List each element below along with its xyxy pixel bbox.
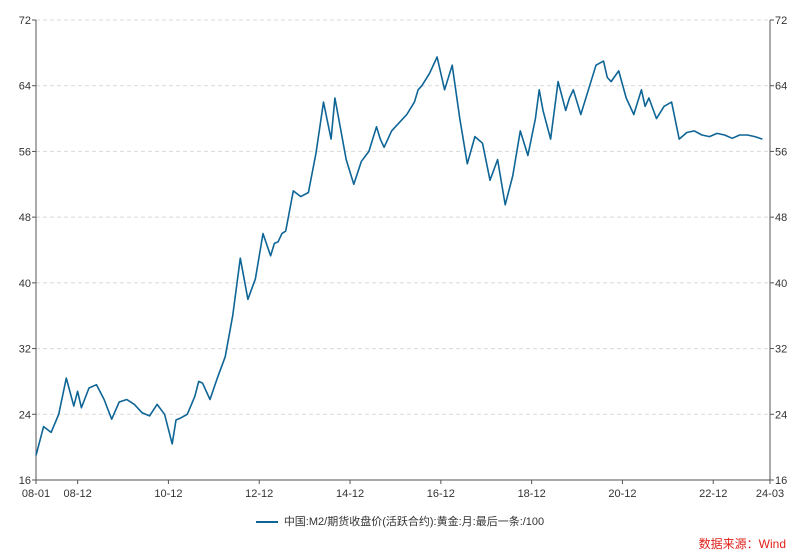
- y-tick-label-right: 24: [775, 409, 787, 421]
- legend-swatch: [255, 521, 278, 524]
- x-tick-label: 18-12: [518, 488, 546, 500]
- x-tick-label: 08-12: [64, 488, 92, 500]
- x-tick-label: 12-12: [245, 488, 273, 500]
- legend: 中国:M2/期货收盘价(活跃合约):黄金:月:最后一条:/100: [0, 513, 800, 529]
- source-note: 数据来源：Wind: [698, 537, 786, 551]
- y-tick-label-right: 56: [775, 146, 787, 158]
- x-tick-label: 14-12: [336, 488, 364, 500]
- y-tick-label-left: 40: [19, 278, 31, 290]
- y-tick-label-right: 48: [775, 212, 787, 224]
- y-tick-label-right: 32: [775, 344, 787, 356]
- tick-labels: 16 16 24 24 32 32 40 40 48 48 56 56 64 64 72 72 08-01 08-…: [19, 15, 788, 500]
- x-tick-label: 08-01: [22, 488, 50, 500]
- y-tick-label-left: 48: [19, 212, 31, 224]
- x-tick-label: 20-12: [608, 488, 636, 500]
- x-tick-label: 10-12: [154, 488, 182, 500]
- series-line: [35, 56, 763, 456]
- y-tick-label-left: 56: [19, 146, 31, 158]
- x-tick-label: 22-12: [699, 488, 727, 500]
- series-layer: [35, 56, 763, 456]
- y-tick-label-right: 64: [775, 81, 787, 93]
- x-tick-label: 16-12: [427, 488, 455, 500]
- grid-lines: [36, 19, 770, 415]
- y-tick-label-left: 16: [19, 475, 31, 487]
- y-tick-label-right: 72: [775, 15, 787, 27]
- y-tick-label-left: 64: [19, 81, 31, 93]
- y-tick-label-left: 72: [19, 15, 31, 27]
- y-tick-label-right: 16: [775, 475, 787, 487]
- y-tick-label-right: 40: [775, 278, 787, 290]
- y-tick-label-left: 32: [19, 344, 31, 356]
- x-tick-label: 24-03: [756, 488, 784, 500]
- y-tick-label-left: 24: [19, 409, 31, 421]
- axes: [32, 19, 774, 484]
- legend-label: 中国:M2/期货收盘价(活跃合约):黄金:月:最后一条:/100: [283, 516, 545, 528]
